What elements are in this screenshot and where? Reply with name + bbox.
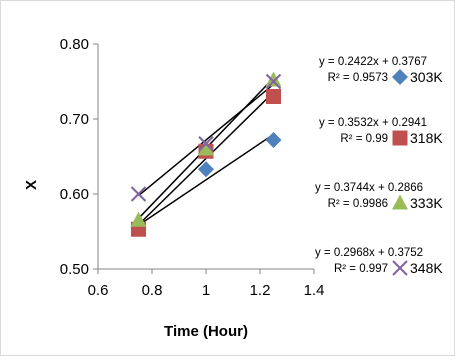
trendline-348K	[138, 83, 274, 197]
y-tick-label: 0.60	[60, 186, 89, 203]
equation-348K: y = 0.2968x + 0.3752	[315, 247, 423, 259]
data-point-303K	[265, 132, 282, 148]
x-marker-stroke	[130, 186, 147, 202]
equation-333K: y = 0.3744x + 0.2866	[315, 182, 423, 194]
x-axis-title: Time (Hour)	[164, 323, 248, 340]
x-tick-label: 1.2	[250, 282, 271, 299]
x-tick-label: 1	[202, 282, 210, 299]
legend-label-333K: 333K	[410, 195, 443, 211]
data-point-333K	[198, 140, 214, 156]
x-marker-stroke	[198, 136, 214, 152]
x-marker-stroke	[265, 73, 282, 90]
y-tick-label: 0.70	[60, 111, 89, 128]
data-point-348K	[265, 73, 282, 90]
legend-marker-318K	[392, 130, 408, 146]
data-point-318K	[266, 89, 281, 104]
r-squared-333K: R² = 0.9986	[328, 198, 388, 210]
data-point-333K	[265, 71, 282, 87]
r-squared-303K: R² = 0.9573	[328, 72, 388, 84]
data-point-348K	[198, 136, 214, 152]
x-tick-label: 0.6	[88, 282, 109, 299]
equation-318K: y = 0.3532x + 0.2941	[319, 117, 427, 129]
x-tick-label: 1.4	[304, 282, 325, 299]
equation-303K: y = 0.2422x + 0.3767	[319, 56, 427, 68]
r-squared-318K: R² = 0.99	[340, 133, 388, 145]
scatter-chart: 0.50 0.60 0.70 0.80 0.6 0.8 1 1.2 1.4 y = 0.2422…	[23, 36, 443, 340]
y-axis-title: X	[23, 180, 40, 190]
legend-marker-333K	[392, 194, 408, 210]
axes: 0.50 0.60 0.70 0.80 0.6 0.8 1 1.2 1.4	[60, 36, 325, 299]
trendline-annotations: y = 0.2422x + 0.3767 R² = 0.9573 303K y = 0…	[315, 56, 443, 276]
legend-label-303K: 303K	[410, 69, 443, 85]
x-marker-stroke	[392, 260, 408, 276]
legend-label-318K: 318K	[410, 130, 443, 146]
legend-label-348K: 348K	[410, 260, 443, 276]
data-point-303K	[198, 161, 214, 178]
data-point-333K	[130, 211, 147, 227]
trendline-303K	[138, 133, 274, 226]
data-point-348K	[130, 186, 147, 202]
x-tick-label: 0.8	[142, 282, 163, 299]
legend-marker-303K	[392, 69, 408, 85]
data-points	[130, 71, 282, 237]
legend-marker-348K	[392, 260, 408, 276]
r-squared-348K: R² = 0.997	[334, 263, 388, 275]
y-tick-label: 0.80	[60, 36, 89, 53]
y-tick-label: 0.50	[60, 261, 89, 278]
